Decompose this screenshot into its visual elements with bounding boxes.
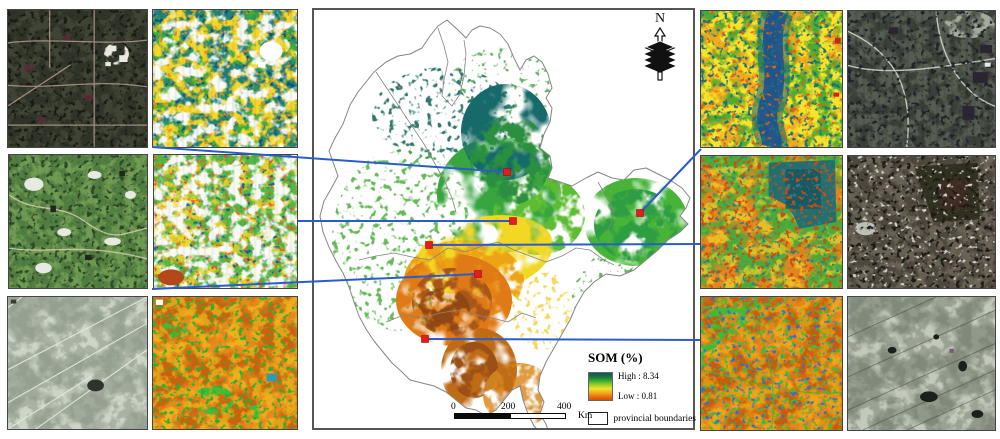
scale-bar-filled bbox=[454, 413, 510, 419]
legend-high-label: High : 8.34 bbox=[618, 371, 659, 381]
map-legend: SOM (%) High : 8.34 Low : 0.81 provincia… bbox=[588, 350, 696, 425]
inset-right-3-som bbox=[700, 296, 843, 431]
scale-tick-0: 0 bbox=[451, 402, 456, 412]
inset-left-2-satellite bbox=[8, 154, 148, 289]
scale-unit: Km bbox=[578, 411, 593, 421]
scale-bar: 0 200 400 Km bbox=[445, 402, 595, 421]
inset-left-1-satellite bbox=[7, 9, 148, 148]
north-label: N bbox=[654, 11, 666, 26]
inset-left-3-som bbox=[152, 296, 298, 430]
inset-left-1-som bbox=[152, 9, 298, 148]
provincial-boundaries bbox=[319, 19, 691, 428]
scale-tick-400: 400 bbox=[557, 402, 572, 412]
north-arrow: N bbox=[638, 12, 682, 86]
legend-low-label: Low : 0.81 bbox=[618, 391, 658, 401]
north-arrow-icon bbox=[644, 26, 676, 81]
scale-bar-open bbox=[510, 413, 566, 419]
provincial-boundaries-swatch bbox=[588, 412, 609, 425]
inset-right-2-som bbox=[700, 155, 843, 289]
inset-right-1-som bbox=[700, 10, 843, 148]
inset-left-2-som bbox=[153, 154, 298, 289]
provincial-boundaries-label: provincial boundaries bbox=[613, 413, 696, 424]
inset-left-3-satellite bbox=[7, 296, 148, 430]
inset-right-1-satellite bbox=[847, 10, 996, 148]
legend-title: SOM (%) bbox=[588, 350, 643, 365]
legend-color-ramp bbox=[588, 372, 613, 401]
scale-tick-200: 200 bbox=[501, 402, 516, 412]
inset-right-2-satellite bbox=[847, 155, 996, 289]
inset-right-3-satellite bbox=[847, 296, 996, 431]
